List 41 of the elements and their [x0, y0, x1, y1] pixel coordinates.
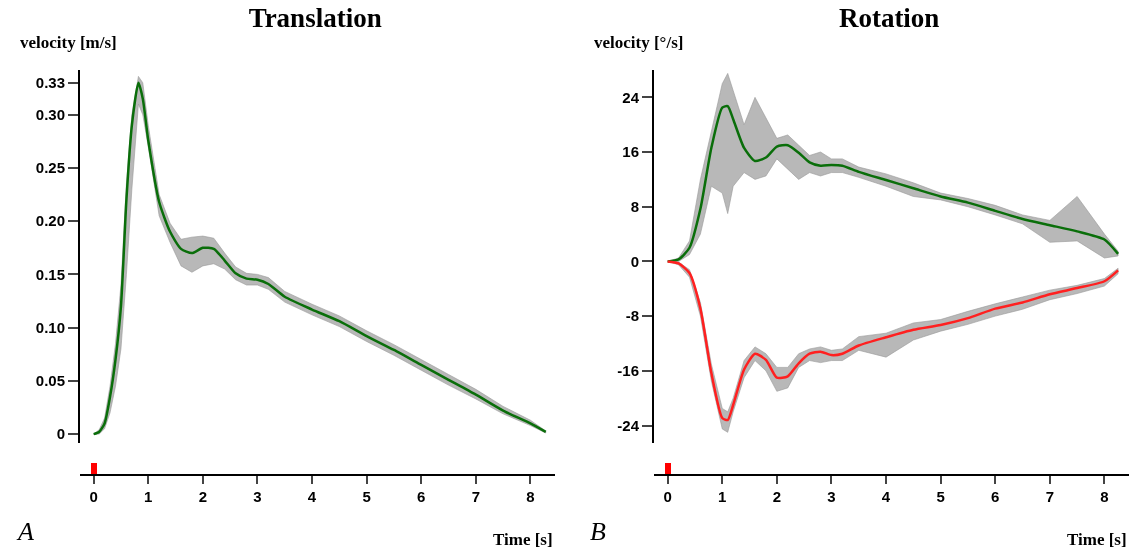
- x-tick-label: 7: [1045, 488, 1054, 505]
- x-tick-label: 0: [663, 488, 672, 505]
- y-tick-label: 24: [622, 88, 640, 106]
- x-tick-label: 2: [198, 488, 208, 505]
- y-tick-label: -16: [617, 362, 639, 380]
- y-tick-label: 8: [630, 197, 639, 215]
- y-tick-label: 0.20: [35, 212, 65, 230]
- text: A: [16, 517, 34, 546]
- x-tick-label: 8: [526, 488, 535, 505]
- x-tick-label: 6: [417, 488, 426, 505]
- x-tick-label: 0: [89, 488, 98, 505]
- x-tick-label: 8: [1100, 488, 1109, 505]
- x-tick-label: 5: [362, 488, 371, 505]
- x-tick-label: 4: [307, 488, 317, 505]
- text: B: [590, 517, 606, 546]
- x-tick-label: 3: [827, 488, 836, 505]
- y-tick-label: 0.10: [35, 318, 65, 336]
- x-tick-label: 1: [144, 488, 153, 505]
- x-tick-label: 3: [253, 488, 262, 505]
- y-tick-label: -8: [625, 307, 639, 325]
- x-tick-label: 4: [881, 488, 891, 505]
- y-axis-title: velocity [m/s]: [20, 33, 117, 52]
- y-tick-label: 0.15: [35, 265, 65, 283]
- y-tick-label: 16: [622, 143, 639, 161]
- y-axis-title: velocity [°/s]: [594, 33, 684, 52]
- chart-title: Translation: [248, 3, 382, 34]
- chart-title: Rotation: [838, 3, 940, 34]
- x-tick-label: 2: [772, 488, 782, 505]
- y-tick-label: 0.05: [35, 372, 65, 390]
- x-tick-label: 1: [718, 488, 727, 505]
- x-tick-label: 7: [471, 488, 480, 505]
- x-axis-title: Time [s]: [1067, 530, 1127, 547]
- x-axis-title: Time [s]: [493, 530, 553, 547]
- y-tick-label: -24: [617, 416, 640, 434]
- y-tick-label: 0: [56, 425, 65, 443]
- x-tick-label: 6: [991, 488, 1000, 505]
- y-tick-label: 0.30: [35, 105, 65, 123]
- y-tick-label: 0: [630, 252, 639, 270]
- x-tick-label: 5: [936, 488, 945, 505]
- y-tick-label: 0.25: [35, 159, 65, 177]
- y-tick-label: 0.33: [35, 74, 65, 92]
